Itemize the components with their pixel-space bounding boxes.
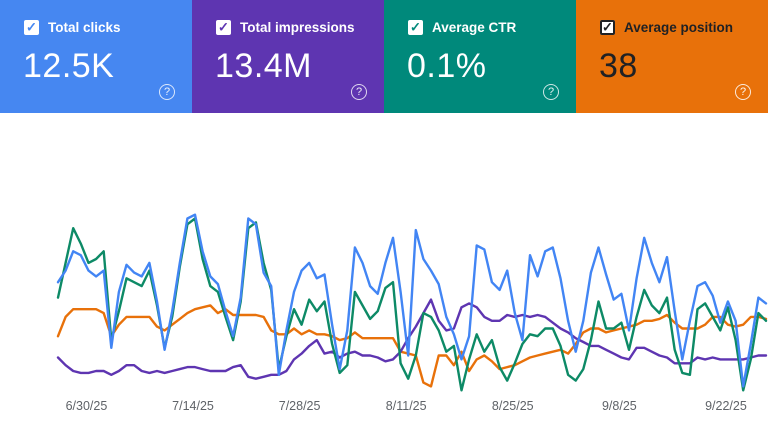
- help-icon[interactable]: ?: [159, 84, 175, 100]
- metric-cards-row: ✓ Total clicks 12.5K ? ✓ Total impressio…: [0, 0, 768, 113]
- x-tick-label: 8/11/25: [385, 399, 427, 413]
- metric-value: 13.4M: [215, 47, 312, 85]
- performance-chart-svg: [56, 213, 768, 392]
- position-line: [56, 304, 768, 388]
- checkbox-checked-icon: ✓: [218, 19, 229, 35]
- metric-label: Total clicks: [48, 20, 121, 35]
- metric-card-total-impressions[interactable]: ✓ Total impressions 13.4M ?: [192, 0, 384, 113]
- clicks-line: [56, 213, 768, 388]
- checkbox-checked-icon: ✓: [26, 19, 37, 35]
- x-axis-tick-labels: 6/30/25 7/14/25 7/28/25 8/11/25 8/25/25 9/8/2…: [0, 399, 768, 415]
- impressions-line: [56, 298, 768, 380]
- help-icon[interactable]: ?: [543, 84, 559, 100]
- metric-value: 0.1%: [407, 47, 487, 85]
- checkbox-average-position[interactable]: ✓: [600, 20, 615, 35]
- metric-card-total-clicks[interactable]: ✓ Total clicks 12.5K ?: [0, 0, 192, 113]
- x-tick-label: 7/14/25: [172, 399, 214, 413]
- help-icon[interactable]: ?: [735, 84, 751, 100]
- metric-label: Total impressions: [240, 20, 355, 35]
- x-tick-label: 9/22/25: [705, 399, 747, 413]
- performance-chart-area[interactable]: 6/30/25 7/14/25 7/28/25 8/11/25 8/25/25 9/8/2…: [0, 113, 768, 428]
- checkbox-average-ctr[interactable]: ✓: [408, 20, 423, 35]
- metric-label: Average CTR: [432, 20, 517, 35]
- metric-card-average-position[interactable]: ✓ Average position 38 ?: [576, 0, 768, 113]
- x-tick-label: 7/28/25: [278, 399, 321, 413]
- metric-value: 38: [599, 47, 638, 85]
- checkbox-total-clicks[interactable]: ✓: [24, 20, 39, 35]
- help-icon[interactable]: ?: [351, 84, 367, 100]
- checkbox-checked-icon: ✓: [602, 19, 613, 35]
- metric-label: Average position: [624, 20, 734, 35]
- metric-value: 12.5K: [23, 47, 115, 85]
- x-tick-label: 9/8/25: [601, 399, 637, 413]
- x-tick-label: 8/25/25: [491, 399, 534, 413]
- metric-card-average-ctr[interactable]: ✓ Average CTR 0.1% ?: [384, 0, 576, 113]
- x-tick-label: 6/30/25: [65, 399, 108, 413]
- checkbox-total-impressions[interactable]: ✓: [216, 20, 231, 35]
- checkbox-checked-icon: ✓: [410, 19, 421, 35]
